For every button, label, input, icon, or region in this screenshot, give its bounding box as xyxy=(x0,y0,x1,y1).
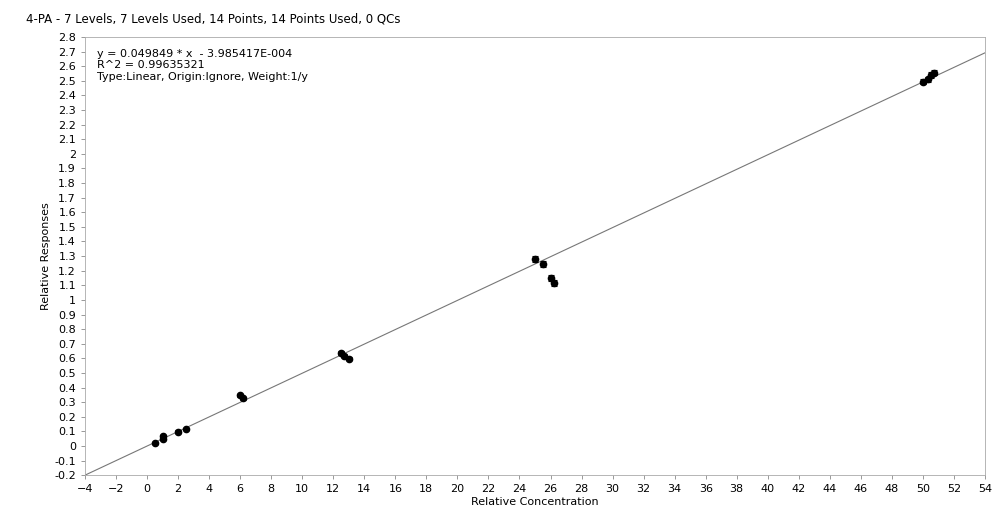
Text: 4-PA - 7 Levels, 7 Levels Used, 14 Points, 14 Points Used, 0 QCs: 4-PA - 7 Levels, 7 Levels Used, 14 Point… xyxy=(26,13,401,26)
X-axis label: Relative Concentration: Relative Concentration xyxy=(471,497,599,507)
Y-axis label: Relative Responses: Relative Responses xyxy=(41,202,51,310)
Text: y = 0.049849 * x  - 3.985417E-004
R^2 = 0.99635321
Type:Linear, Origin:Ignore, W: y = 0.049849 * x - 3.985417E-004 R^2 = 0… xyxy=(97,49,308,82)
